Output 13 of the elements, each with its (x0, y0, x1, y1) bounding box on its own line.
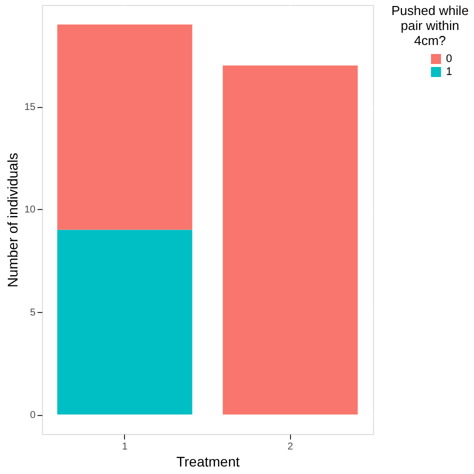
legend-label: 1 (446, 66, 452, 78)
legend-label: 0 (446, 53, 452, 65)
y-tick-label: 15 (24, 102, 36, 114)
y-tick-label: 10 (24, 204, 36, 216)
bar (57, 24, 192, 230)
y-axis-title: Number of individuals (4, 152, 20, 288)
x-tick-label: 2 (287, 442, 294, 452)
x-axis-title: Treatment (176, 454, 240, 470)
bar (222, 66, 358, 414)
bar (57, 230, 192, 414)
y-tick-label: 0 (30, 410, 36, 421)
legend-title: Pushed while pair within 4cm? (391, 3, 469, 48)
y-tick-label: 5 (30, 307, 36, 318)
